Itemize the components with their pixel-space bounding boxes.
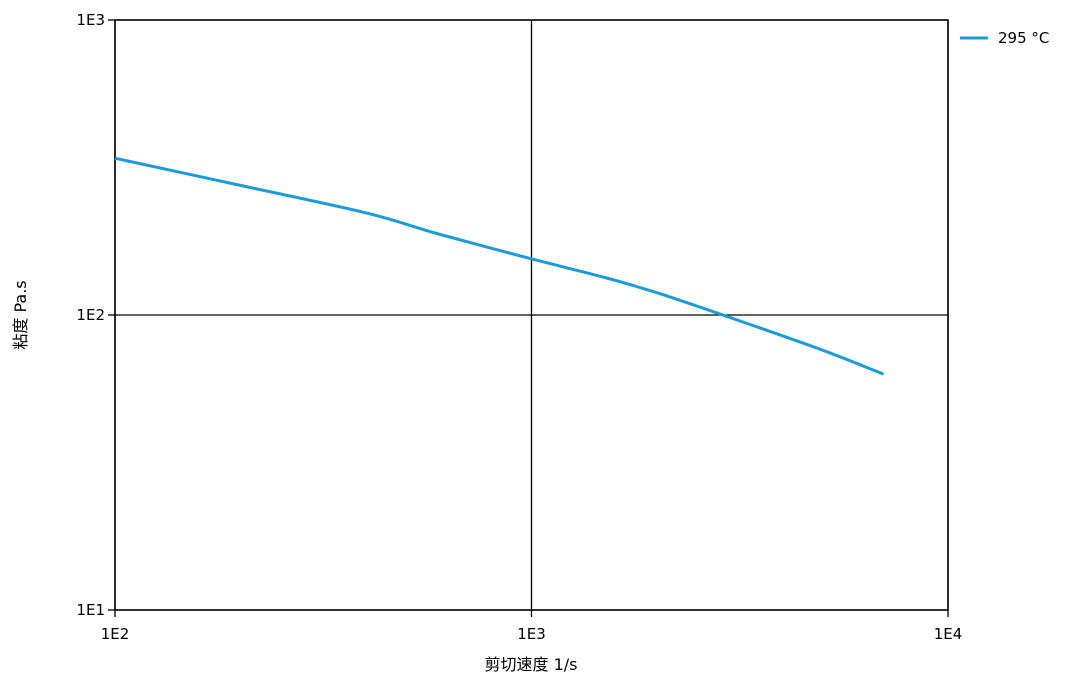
x-tick-label: 1E4 xyxy=(934,625,963,643)
series-line xyxy=(114,156,885,376)
y-tick-label: 1E1 xyxy=(76,601,105,619)
legend-label: 295 °C xyxy=(998,29,1049,47)
y-axis-title: 粘度 Pa.s xyxy=(11,280,30,349)
legend: 295 °C xyxy=(960,29,1049,47)
x-tick-label: 1E2 xyxy=(101,625,130,643)
y-tick-label: 1E2 xyxy=(76,306,105,324)
y-tick-label: 1E3 xyxy=(76,11,105,29)
x-tick-labels: 1E2 1E3 1E4 xyxy=(101,625,963,643)
series-layer xyxy=(114,156,885,376)
axis-ticks xyxy=(108,19,949,617)
y-tick-labels: 1E3 1E2 1E1 xyxy=(76,11,105,619)
grid-lines xyxy=(114,19,949,611)
x-axis-title: 剪切速度 1/s xyxy=(485,655,578,674)
x-tick-label: 1E3 xyxy=(517,625,546,643)
